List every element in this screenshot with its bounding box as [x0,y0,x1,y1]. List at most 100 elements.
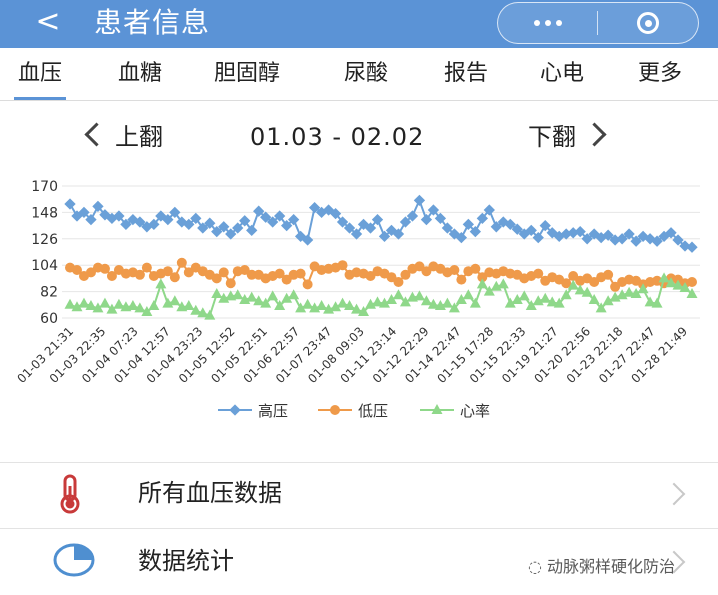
heart-rate-point [295,302,307,313]
date-pager: 上翻 01.03 - 02.02 下翻 [0,118,718,158]
diastolic-point [239,265,250,275]
diastolic-point [176,257,187,268]
heart-rate-point [483,285,495,296]
systolic-point [92,200,104,213]
heart-rate-point [413,290,425,301]
heart-rate-point [85,300,97,310]
heart-rate-point [658,272,670,283]
y-tick-label: 148 [31,205,58,221]
divider [0,528,718,529]
heart-rate-point [148,300,160,310]
page-up-button[interactable]: 上翻 [84,118,163,156]
heart-rate-point [553,297,565,308]
diastolic-point [400,269,411,280]
heart-rate-point [337,297,349,308]
diastolic-point [302,279,313,290]
heart-rate-point [190,304,202,315]
heart-rate-point [392,289,404,300]
date-range: 01.03 - 02.02 [250,123,425,151]
systolic-point [169,206,181,219]
heart-rate-point [113,298,125,309]
systolic-point [574,225,586,238]
systolic-point [420,213,433,226]
heart-rate-point [637,283,649,294]
systolic-point [190,212,202,225]
back-button[interactable]: < [35,4,61,39]
systolic-point [413,194,426,207]
heart-rate-point [560,289,572,300]
more-options-button[interactable] [498,3,597,43]
heart-rate-point [448,302,460,313]
heart-rate-point [644,296,656,307]
diastolic-point [162,266,173,277]
systolic-point [162,213,174,226]
heart-rate-point [260,297,272,308]
systolic-point [64,198,76,210]
heart-rate-point [399,296,411,307]
diastolic-point [99,263,110,274]
legend-marker [330,405,340,415]
tab-blood-pressure[interactable]: 血压 [13,58,67,100]
mini-program-capsule [497,2,699,44]
chevron-left-icon [84,122,109,147]
heart-rate-point [623,286,635,297]
heart-rate-point [246,291,258,302]
systolic-point [211,225,223,238]
heart-rate-point [281,292,293,303]
title-bar: < 患者信息 [0,0,718,48]
heart-rate-point [106,303,118,314]
legend-label: 低压 [358,402,388,420]
legend-label: 高压 [258,402,288,420]
diastolic-point [246,269,257,280]
systolic-point [329,207,342,220]
tab-cholesterol[interactable]: 胆固醇 [214,61,281,86]
systolic-point [280,219,293,232]
tab-ecg[interactable]: 心电 [540,61,585,86]
diastolic-point [386,272,397,283]
heart-rate-point [567,279,579,290]
systolic-point [183,218,195,231]
close-mini-program-button[interactable] [598,3,698,43]
heart-rate-point [204,309,216,320]
heart-rate-point [197,307,209,318]
systolic-point [504,218,516,231]
heart-rate-point [651,297,663,308]
diastolic-point [218,267,229,278]
heart-rate-point [518,290,530,301]
legend-label: 心率 [460,402,490,420]
more-dots-icon [533,20,540,26]
heart-rate-point [330,301,342,312]
data-statistics-row[interactable]: 数据统计 [0,530,718,594]
legend-marker [431,404,443,414]
heart-rate-point [679,282,691,292]
diastolic-point [106,271,117,281]
diastolic-point [477,272,488,283]
heart-rate-point [64,298,76,309]
tab-blood-sugar[interactable]: 血糖 [118,61,163,86]
all-bp-data-row[interactable]: 所有血压数据 [0,462,718,526]
heart-rate-point [372,296,384,307]
capsule-divider [597,11,598,35]
heart-rate-point [141,306,153,316]
heart-rate-point [595,302,607,313]
tab-more[interactable]: 更多 [638,61,683,86]
heart-rate-point [99,297,111,308]
chevron-right-icon [662,482,686,506]
diastolic-point [533,268,544,279]
legend-marker [229,404,241,416]
diastolic-point [337,260,348,271]
heart-rate-point [127,300,139,310]
diastolic-point [71,265,82,275]
heart-rate-point [344,300,356,310]
page-down-button[interactable]: 下翻 [528,118,607,156]
heart-rate-point [378,297,390,308]
systolic-point [287,213,300,226]
wechat-icon: ◌ [528,557,548,576]
diastolic-point [687,277,697,287]
heart-rate-point [92,302,104,313]
heart-rate-point [316,300,328,310]
tab-report[interactable]: 报告 [444,61,489,86]
heart-rate-point [581,286,593,297]
tab-uric-acid[interactable]: 尿酸 [344,61,389,86]
